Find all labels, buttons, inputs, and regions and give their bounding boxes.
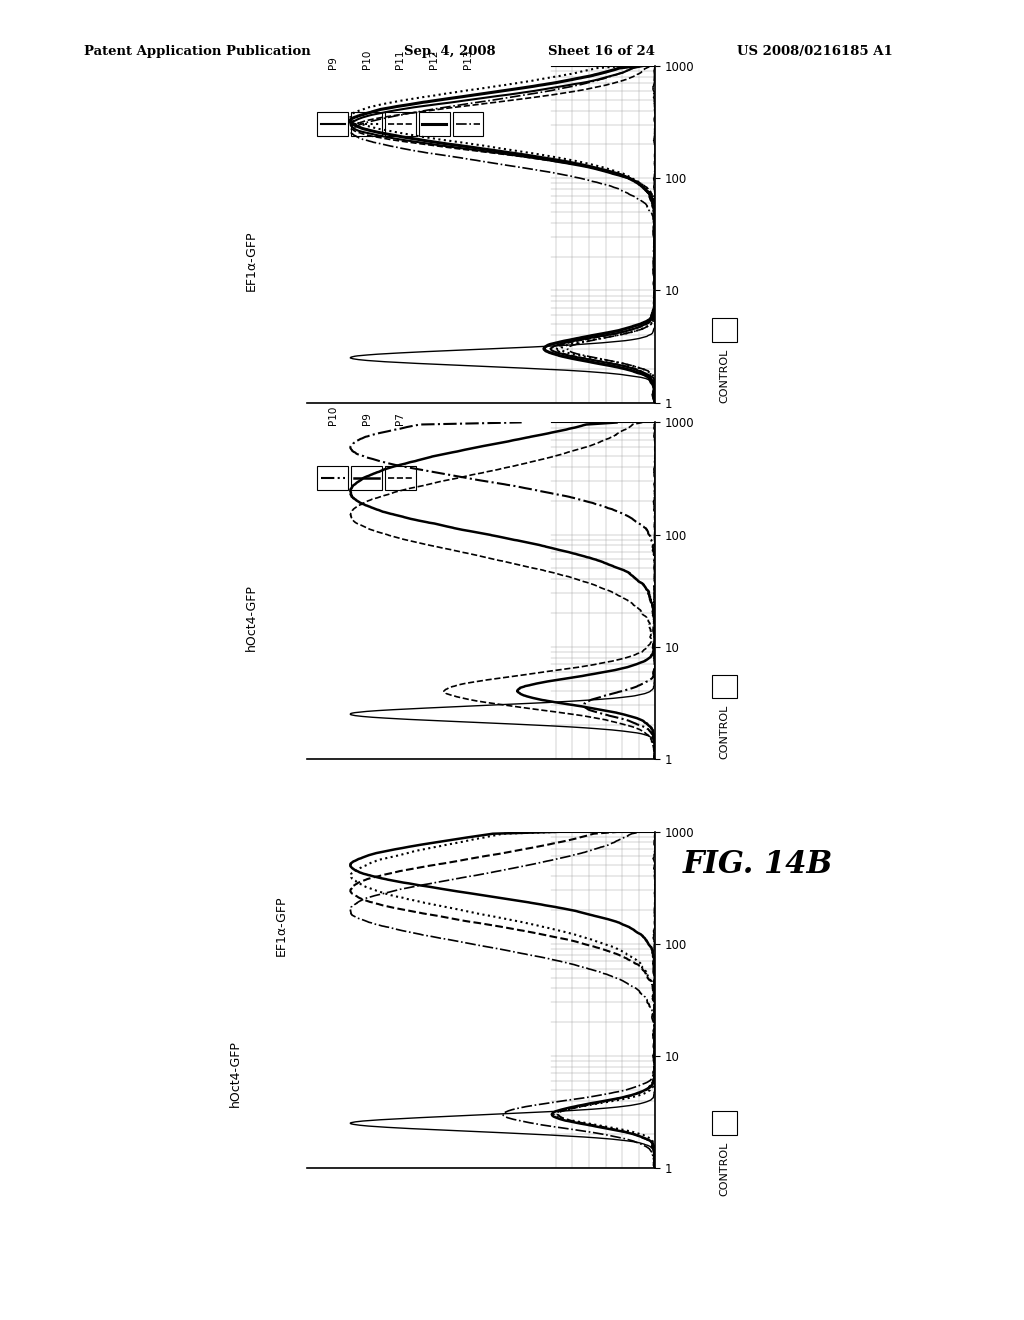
- Text: P7: P7: [395, 412, 406, 425]
- Text: Patent Application Publication: Patent Application Publication: [84, 45, 310, 58]
- Text: EF1α-GFP: EF1α-GFP: [245, 231, 257, 292]
- Text: P12: P12: [429, 49, 439, 69]
- Text: CONTROL: CONTROL: [720, 348, 729, 403]
- Text: P13: P13: [463, 49, 473, 69]
- Text: Sheet 16 of 24: Sheet 16 of 24: [548, 45, 654, 58]
- Text: P9: P9: [328, 55, 338, 69]
- Text: FIG. 14B: FIG. 14B: [683, 849, 833, 880]
- Text: hOct4-GFP: hOct4-GFP: [245, 585, 257, 651]
- Text: hOct4-GFP: hOct4-GFP: [229, 1040, 242, 1107]
- Text: US 2008/0216185 A1: US 2008/0216185 A1: [737, 45, 893, 58]
- Text: P10: P10: [328, 405, 338, 425]
- Text: P10: P10: [361, 49, 372, 69]
- Text: CONTROL: CONTROL: [720, 1140, 729, 1196]
- Text: Sep. 4, 2008: Sep. 4, 2008: [404, 45, 496, 58]
- Text: P9: P9: [361, 412, 372, 425]
- Text: CONTROL: CONTROL: [720, 705, 729, 759]
- Text: EF1α-GFP: EF1α-GFP: [275, 895, 288, 956]
- Text: P11: P11: [395, 49, 406, 69]
